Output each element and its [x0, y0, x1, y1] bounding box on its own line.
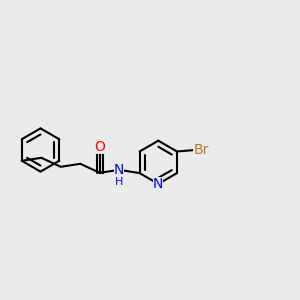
Text: Br: Br — [193, 143, 209, 157]
Text: H: H — [115, 177, 124, 187]
Text: O: O — [94, 140, 105, 154]
Text: N: N — [153, 177, 164, 191]
Text: N: N — [114, 163, 124, 177]
